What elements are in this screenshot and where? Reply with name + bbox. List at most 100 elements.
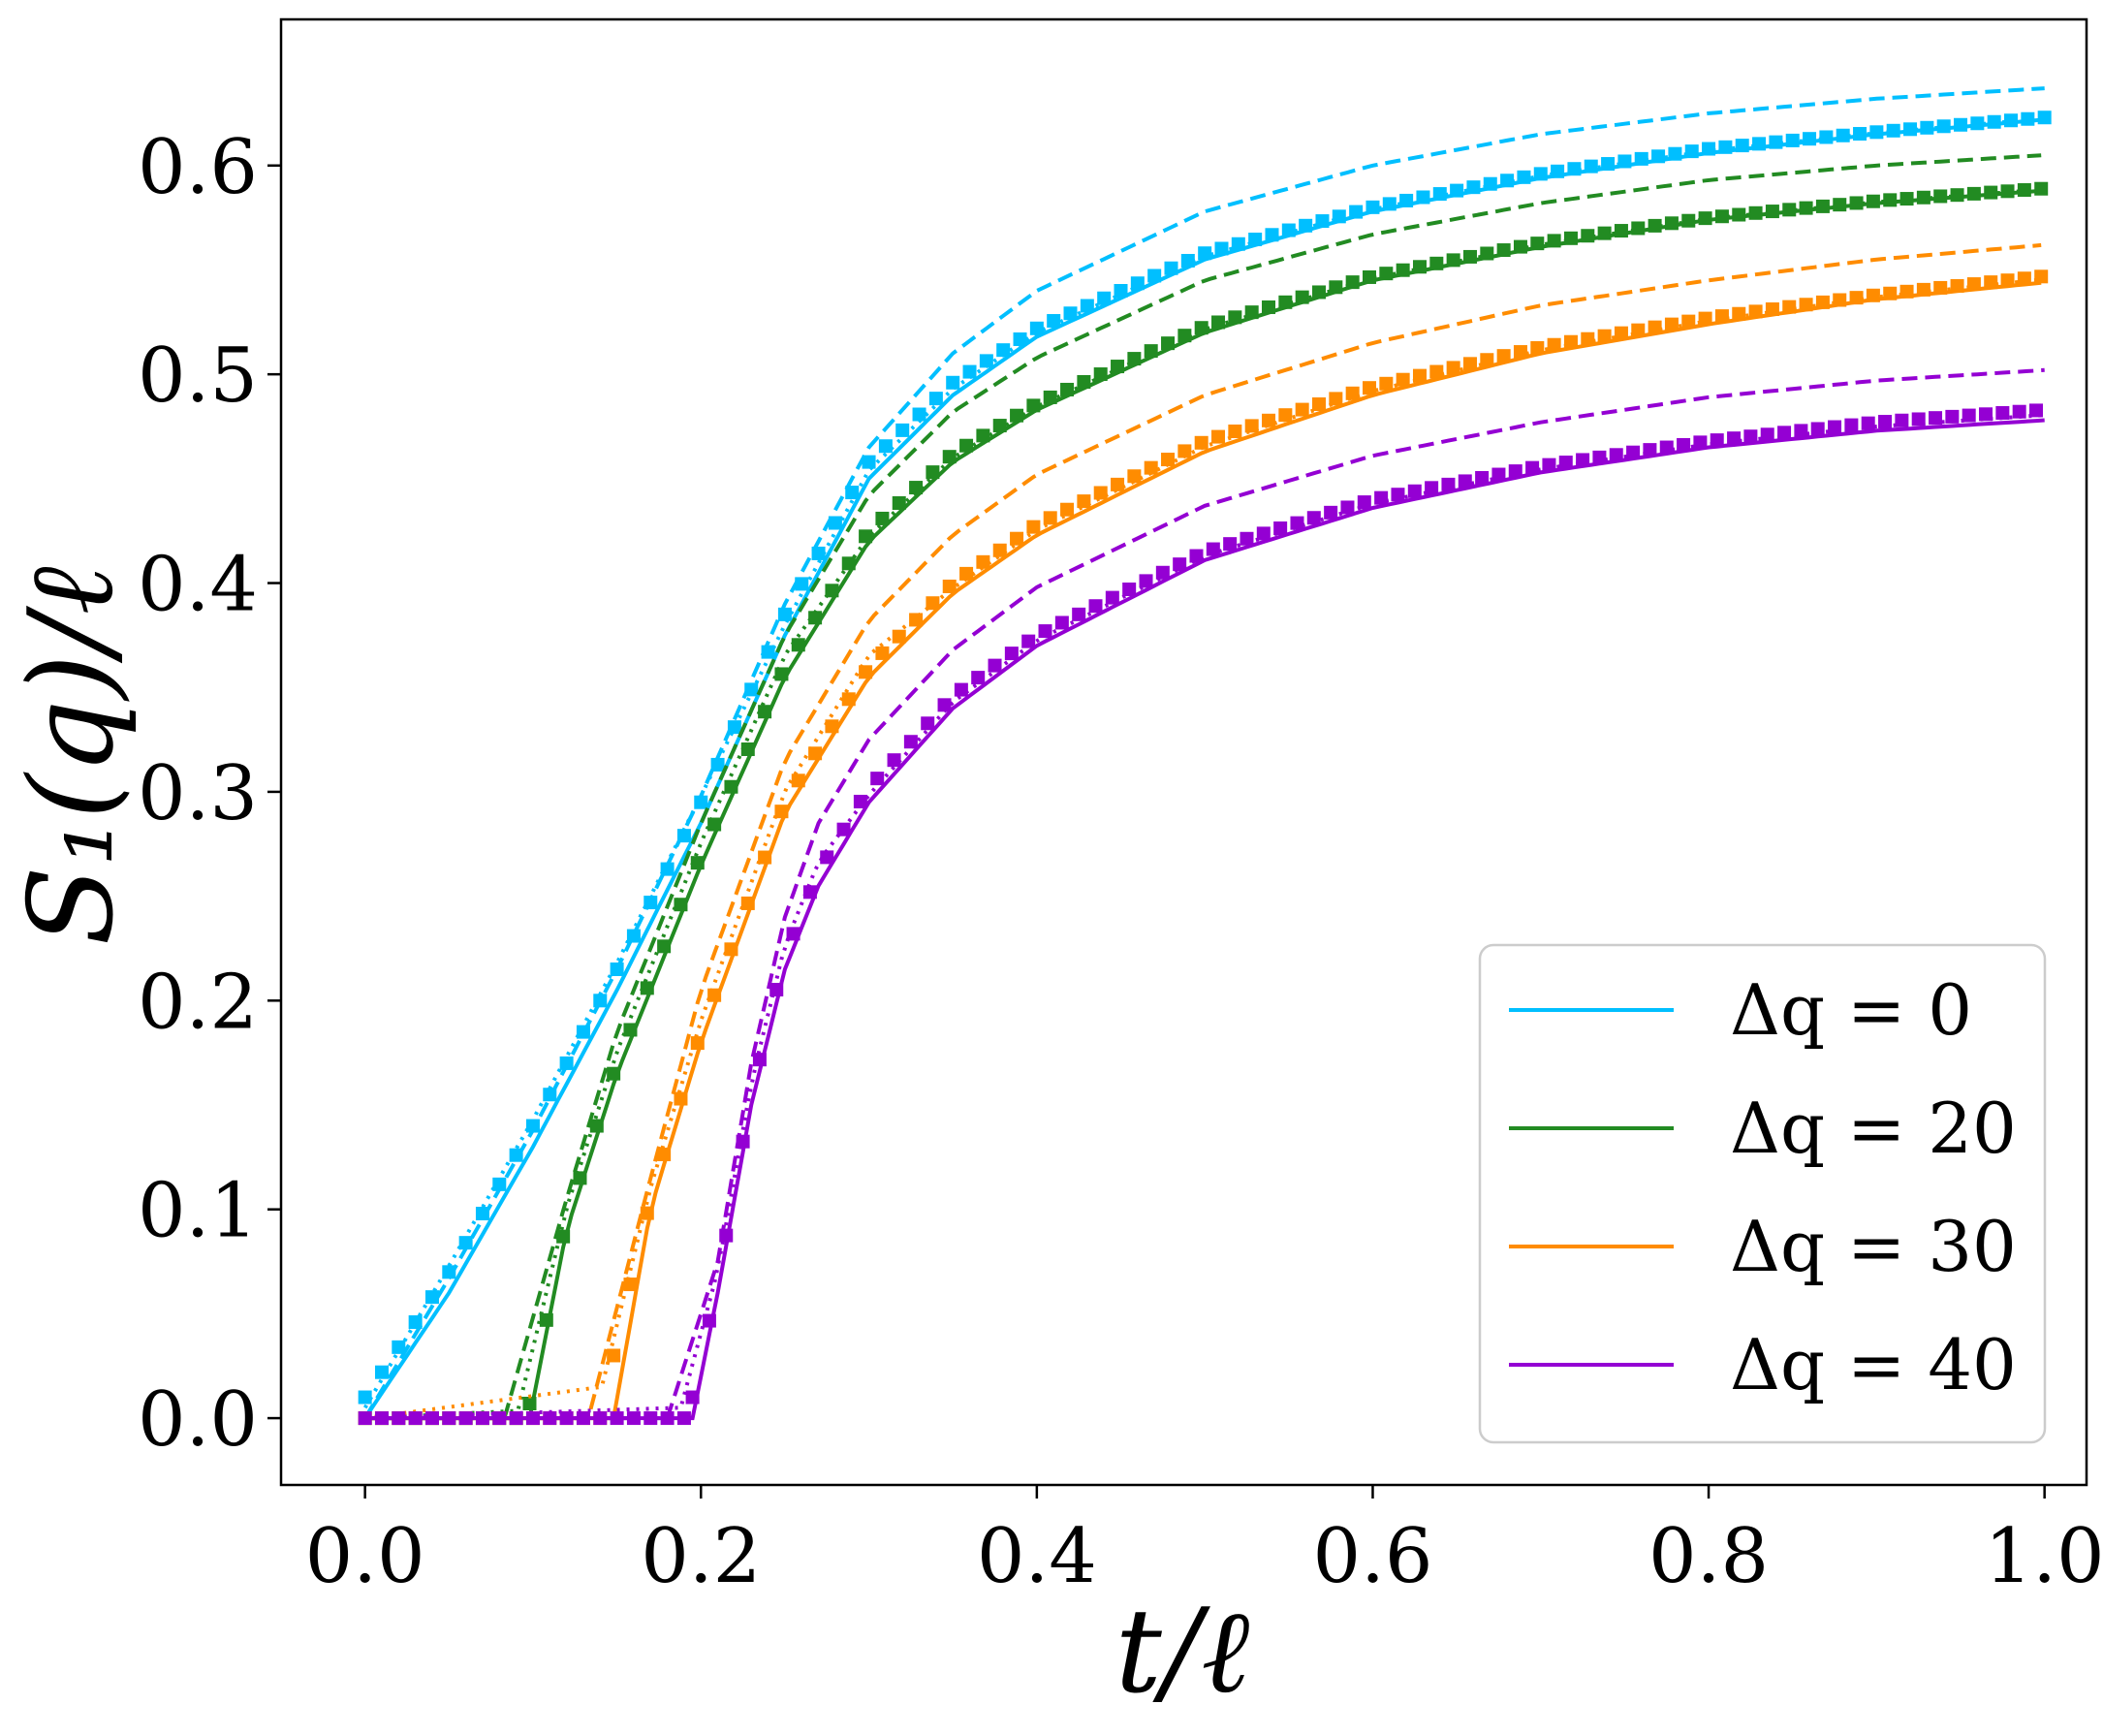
- series-marker: [1021, 634, 1036, 648]
- series-marker: [802, 885, 817, 900]
- series-marker: [1576, 453, 1590, 467]
- series-marker: [887, 753, 901, 768]
- series-marker: [909, 481, 924, 495]
- series-marker: [1732, 207, 1746, 222]
- series-marker: [1365, 200, 1380, 214]
- series-marker: [1659, 440, 1674, 455]
- series-marker: [1189, 549, 1204, 563]
- series-marker: [724, 779, 738, 794]
- series-marker: [1144, 344, 1158, 359]
- series-marker: [1833, 293, 1847, 307]
- series-marker: [2017, 271, 2031, 286]
- y-tick-label: 0.1: [138, 1168, 258, 1255]
- series-marker: [1278, 295, 1293, 309]
- series-marker: [875, 646, 890, 660]
- series-marker: [1206, 542, 1220, 556]
- series-marker: [1425, 481, 1439, 495]
- series-marker: [1144, 460, 1158, 475]
- legend-frame: [1478, 943, 2047, 1444]
- series-marker: [1177, 329, 1192, 343]
- series-marker: [2000, 184, 2015, 199]
- series-marker: [1542, 458, 1556, 472]
- series-marker: [1063, 306, 1078, 321]
- series-dashed-line: [362, 86, 2045, 1420]
- series-marker: [1525, 460, 1540, 475]
- series-marker: [643, 1411, 658, 1426]
- y-tick-label: 0.6: [138, 124, 258, 211]
- series-marker: [845, 486, 860, 500]
- series-marker: [1648, 218, 1662, 233]
- series-marker: [1530, 237, 1545, 251]
- series-marker: [640, 1206, 654, 1220]
- series-marker: [676, 829, 691, 843]
- series-marker: [875, 511, 890, 525]
- series-marker: [1161, 453, 1176, 467]
- series-marker: [841, 556, 856, 571]
- series-marker: [1799, 298, 1813, 312]
- series-marker: [1306, 511, 1321, 525]
- series-marker: [1597, 329, 1612, 343]
- series-marker: [1248, 233, 1263, 247]
- series-marker: [1698, 211, 1712, 226]
- series-marker: [1714, 209, 1729, 224]
- series-marker: [1458, 474, 1472, 489]
- series-marker: [971, 671, 986, 685]
- series-marker: [593, 994, 608, 1008]
- series-marker: [1513, 345, 1527, 360]
- series-marker: [408, 1315, 423, 1329]
- legend-label: Δq = 30: [1730, 1206, 2017, 1287]
- series-marker: [1844, 418, 1859, 432]
- series-marker: [1815, 199, 1830, 213]
- series-marker: [707, 988, 722, 1002]
- series-marker: [1903, 122, 1918, 137]
- series-marker: [992, 419, 1007, 433]
- series-marker: [1861, 416, 1875, 430]
- series-marker: [791, 773, 805, 788]
- series-marker: [1748, 205, 1763, 220]
- series-marker: [942, 450, 957, 464]
- y-tick-label: 0.2: [138, 959, 258, 1046]
- series-marker: [1450, 183, 1464, 198]
- series-marker: [1396, 263, 1410, 277]
- y-tick-label: 0.3: [138, 750, 258, 837]
- series-marker: [1895, 413, 1909, 427]
- series-marker: [962, 364, 977, 379]
- series-marker: [690, 856, 705, 870]
- series-marker: [559, 1056, 574, 1070]
- series-marker: [1828, 420, 1842, 434]
- series-marker: [1194, 321, 1208, 335]
- series-marker: [1228, 424, 1242, 438]
- series-marker: [1601, 157, 1616, 172]
- series-marker: [1684, 144, 1699, 159]
- series-marker: [1866, 194, 1880, 208]
- series-marker: [1374, 490, 1389, 505]
- series-marker: [1631, 323, 1646, 337]
- series-marker: [1966, 277, 1981, 292]
- series-marker: [1097, 291, 1112, 305]
- series-marker: [2034, 269, 2049, 284]
- series-marker: [1054, 615, 1069, 630]
- series-marker: [1849, 196, 1864, 210]
- series-marker: [1332, 209, 1346, 224]
- series-marker: [1517, 170, 1531, 184]
- series-marker: [1950, 279, 1964, 294]
- series-marker: [2021, 111, 2035, 126]
- series-marker: [959, 438, 974, 453]
- series-marker: [509, 1411, 523, 1426]
- series-marker: [1563, 334, 1578, 349]
- series-layer: [358, 86, 2052, 1426]
- y-tick-label: 0.0: [138, 1376, 258, 1464]
- series-marker: [1794, 424, 1808, 438]
- series-marker: [1262, 413, 1276, 427]
- series-marker: [1379, 376, 1394, 391]
- series-marker: [1533, 167, 1548, 181]
- series-marker: [1211, 429, 1226, 444]
- series-marker: [576, 1025, 590, 1039]
- series-marker: [1782, 300, 1797, 314]
- series-marker: [1916, 282, 1930, 297]
- series-marker: [1441, 477, 1456, 491]
- series-marker: [1029, 321, 1044, 335]
- series-marker: [1164, 261, 1178, 275]
- series-marker: [954, 682, 968, 697]
